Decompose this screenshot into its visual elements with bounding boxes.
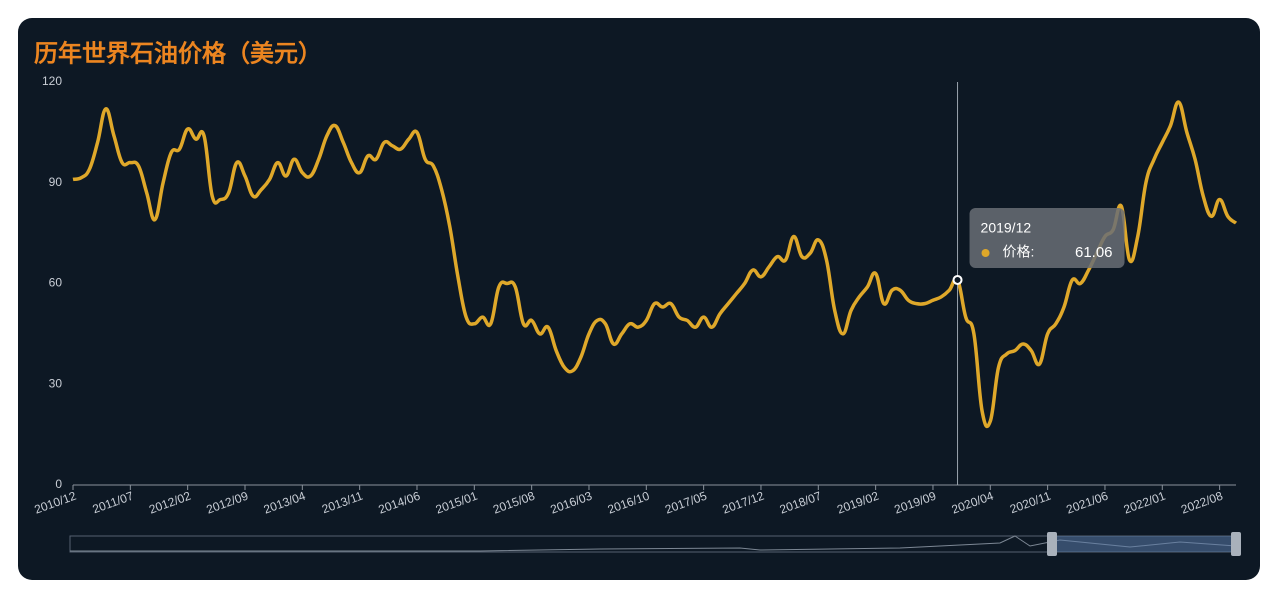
- tooltip-point: [952, 274, 963, 285]
- data-zoom[interactable]: [69, 532, 1241, 556]
- y-tick-label: 0: [55, 477, 62, 491]
- zoom-window[interactable]: [1052, 536, 1236, 552]
- y-tick-label: 30: [49, 376, 63, 390]
- zoom-handle[interactable]: [1047, 532, 1057, 556]
- tooltip-label: 价格:: [1003, 244, 1035, 260]
- y-tick-label: 120: [42, 74, 62, 88]
- tooltip-dot: [981, 249, 990, 257]
- chart-title: 历年世界石油价格（美元）: [34, 39, 322, 67]
- tooltip-box: [969, 208, 1125, 268]
- tooltip-value: 61.06: [1075, 244, 1113, 261]
- zoom-handle[interactable]: [1231, 532, 1241, 556]
- price-line: [72, 100, 1238, 429]
- y-tick-label: 60: [49, 276, 63, 290]
- y-tick-label: 90: [49, 175, 63, 189]
- chart-card: [18, 18, 1260, 580]
- tooltip-date: 2019/12: [981, 220, 1032, 236]
